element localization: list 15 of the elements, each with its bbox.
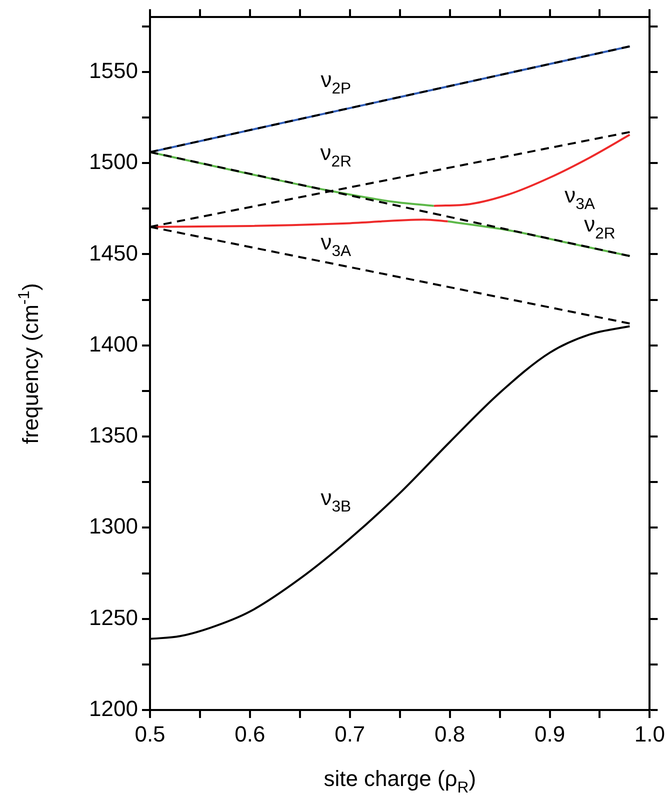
y-tick-label: 1200: [89, 696, 138, 722]
y-tick-label: 1300: [89, 514, 138, 539]
y-tick-label: 1450: [89, 240, 138, 266]
x-tick-label: 0.9: [534, 721, 566, 746]
x-tick-label: 0.5: [134, 721, 166, 746]
x-tick-label: 1.0: [634, 721, 666, 746]
x-tick-label: 0.6: [234, 721, 266, 746]
y-tick-label: 1350: [89, 422, 138, 448]
y-tick-label: 1400: [89, 331, 138, 356]
y-tick-label: 1500: [89, 149, 138, 174]
y-tick-label: 1250: [89, 604, 138, 630]
x-tick-label: 0.8: [434, 721, 466, 746]
x-tick-label: 0.7: [334, 721, 366, 746]
y-axis-title: frequency (cm-1): [16, 283, 43, 444]
y-tick-label: 1550: [89, 58, 138, 83]
